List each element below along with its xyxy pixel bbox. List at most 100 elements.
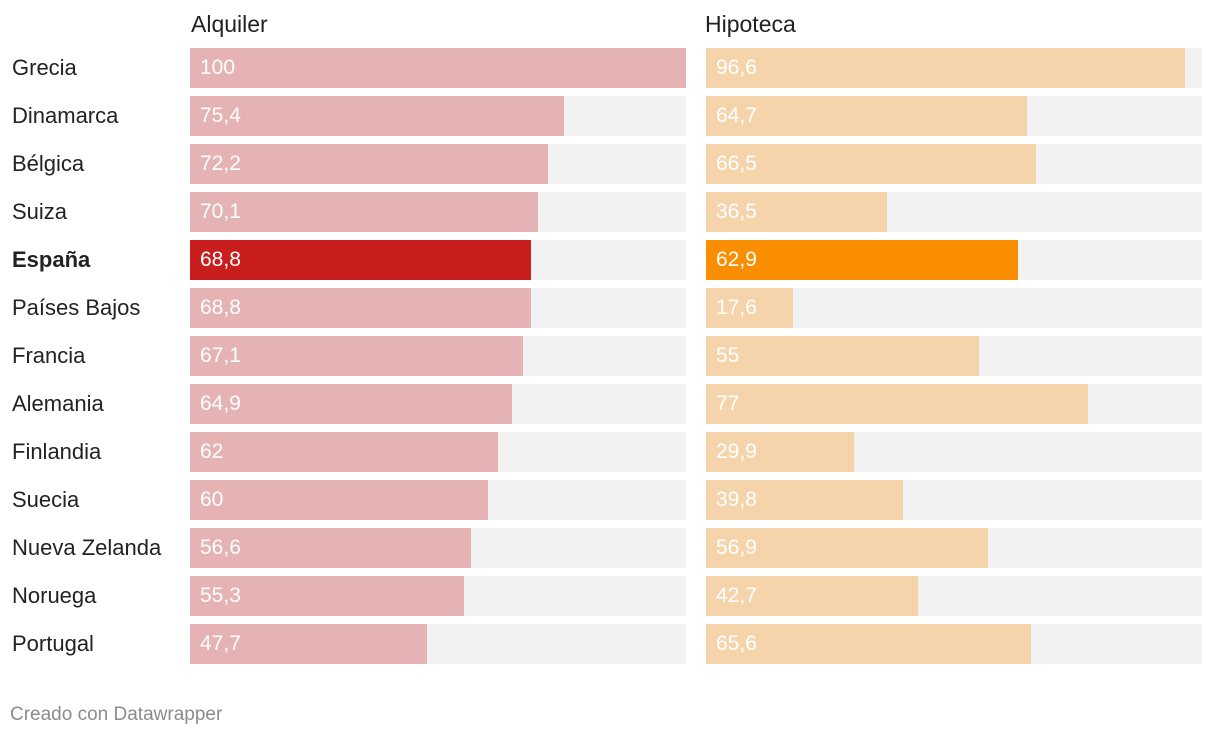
chart-row: Alemania 64,9 77 xyxy=(0,384,1220,424)
bar-value-label: 36,5 xyxy=(716,200,757,223)
category-label: Suecia xyxy=(12,487,80,512)
bar-value-label: 39,8 xyxy=(716,488,757,511)
bar-value-label: 55 xyxy=(716,344,740,367)
bar-hipoteca xyxy=(706,192,887,232)
bar-track-hipoteca: 96,6 xyxy=(706,48,1202,88)
bar-alquiler xyxy=(190,144,548,184)
bar-alquiler xyxy=(190,480,488,520)
bar-value-label: 29,9 xyxy=(716,440,757,463)
category-label: Francia xyxy=(12,343,86,368)
category-label: Dinamarca xyxy=(12,103,119,128)
bar-hipoteca xyxy=(706,624,1031,664)
bar-track-alquiler: 100 xyxy=(190,48,686,88)
bar-hipoteca xyxy=(706,240,1018,280)
category-label: Bélgica xyxy=(12,151,85,176)
bar-value-label: 47,7 xyxy=(200,632,241,655)
chart-row: Noruega 55,3 42,7 xyxy=(0,576,1220,616)
bar-value-label: 64,7 xyxy=(716,104,757,127)
bar-hipoteca xyxy=(706,432,854,472)
chart-row: Suiza 70,1 36,5 xyxy=(0,192,1220,232)
bar-track-alquiler: 75,4 xyxy=(190,96,686,136)
bar-alquiler xyxy=(190,624,427,664)
chart-row: Bélgica 72,2 66,5 xyxy=(0,144,1220,184)
bar-hipoteca xyxy=(706,576,918,616)
bar-track-alquiler: 68,8 xyxy=(190,288,686,328)
bar-alquiler xyxy=(190,384,512,424)
chart-row: Portugal 47,7 65,6 xyxy=(0,624,1220,664)
bar-track-alquiler: 62 xyxy=(190,432,686,472)
bar-value-label: 75,4 xyxy=(200,104,241,127)
bar-value-label: 17,6 xyxy=(716,296,757,319)
bar-value-label: 67,1 xyxy=(200,344,241,367)
bar-track-alquiler: 70,1 xyxy=(190,192,686,232)
bar-track-alquiler: 56,6 xyxy=(190,528,686,568)
bar-track-alquiler: 68,8 xyxy=(190,240,686,280)
category-label: Nueva Zelanda xyxy=(12,535,162,560)
chart-row: Grecia 100 96,6 xyxy=(0,48,1220,88)
bar-chart: Grecia 100 96,6 Dinamarca 75,4 64,7 Bélgica 72,… xyxy=(0,48,1220,664)
bar-hipoteca xyxy=(706,384,1088,424)
chart-row: Francia 67,1 55 xyxy=(0,336,1220,376)
bar-track-alquiler: 67,1 xyxy=(190,336,686,376)
bar-hipoteca xyxy=(706,336,979,376)
bar-track-alquiler: 47,7 xyxy=(190,624,686,664)
bar-value-label: 62,9 xyxy=(716,248,757,271)
bar-track-hipoteca: 17,6 xyxy=(706,288,1202,328)
bar-alquiler xyxy=(190,192,538,232)
bar-track-alquiler: 72,2 xyxy=(190,144,686,184)
bar-track-hipoteca: 62,9 xyxy=(706,240,1202,280)
bar-hipoteca xyxy=(706,96,1027,136)
chart-row: Finlandia 62 29,9 xyxy=(0,432,1220,472)
bar-value-label: 64,9 xyxy=(200,392,241,415)
bar-track-hipoteca: 42,7 xyxy=(706,576,1202,616)
bar-value-label: 65,6 xyxy=(716,632,757,655)
bar-value-label: 62 xyxy=(200,440,224,463)
bar-value-label: 55,3 xyxy=(200,584,241,607)
bar-track-alquiler: 55,3 xyxy=(190,576,686,616)
bar-track-hipoteca: 55 xyxy=(706,336,1202,376)
category-label: Grecia xyxy=(12,55,77,80)
header-alquiler: Alquiler xyxy=(191,11,268,37)
bar-value-label: 68,8 xyxy=(200,248,241,271)
bar-alquiler xyxy=(190,432,498,472)
category-label: Noruega xyxy=(12,583,97,608)
bar-value-label: 56,6 xyxy=(200,536,241,559)
bar-value-label: 77 xyxy=(716,392,740,415)
header-hipoteca: Hipoteca xyxy=(705,11,796,37)
category-label: Alemania xyxy=(12,391,104,416)
bar-alquiler xyxy=(190,336,523,376)
bar-track-alquiler: 60 xyxy=(190,480,686,520)
bar-track-hipoteca: 77 xyxy=(706,384,1202,424)
bar-track-hipoteca: 56,9 xyxy=(706,528,1202,568)
bar-alquiler xyxy=(190,48,686,88)
bar-alquiler xyxy=(190,528,471,568)
category-label: Suiza xyxy=(12,199,68,224)
bar-alquiler xyxy=(190,288,531,328)
bar-value-label: 70,1 xyxy=(200,200,241,223)
bar-hipoteca xyxy=(706,144,1036,184)
chart-row: España 68,8 62,9 xyxy=(0,240,1220,280)
bar-alquiler xyxy=(190,240,531,280)
category-label: Países Bajos xyxy=(12,295,141,320)
bar-hipoteca xyxy=(706,480,903,520)
bar-track-hipoteca: 64,7 xyxy=(706,96,1202,136)
footer-credit: Creado con Datawrapper xyxy=(10,704,223,725)
bar-hipoteca xyxy=(706,48,1185,88)
bar-track-alquiler: 64,9 xyxy=(190,384,686,424)
chart-row: Países Bajos 68,8 17,6 xyxy=(0,288,1220,328)
bar-value-label: 42,7 xyxy=(716,584,757,607)
bar-value-label: 66,5 xyxy=(716,152,757,175)
bar-alquiler xyxy=(190,96,564,136)
bar-track-hipoteca: 36,5 xyxy=(706,192,1202,232)
bar-track-hipoteca: 29,9 xyxy=(706,432,1202,472)
bar-track-hipoteca: 66,5 xyxy=(706,144,1202,184)
chart-row: Suecia 60 39,8 xyxy=(0,480,1220,520)
category-label: Finlandia xyxy=(12,439,102,464)
bar-value-label: 100 xyxy=(200,56,236,79)
chart-row: Dinamarca 75,4 64,7 xyxy=(0,96,1220,136)
bar-value-label: 68,8 xyxy=(200,296,241,319)
bar-track-hipoteca: 65,6 xyxy=(706,624,1202,664)
bar-hipoteca xyxy=(706,528,988,568)
bar-hipoteca xyxy=(706,288,793,328)
bar-value-label: 72,2 xyxy=(200,152,241,175)
